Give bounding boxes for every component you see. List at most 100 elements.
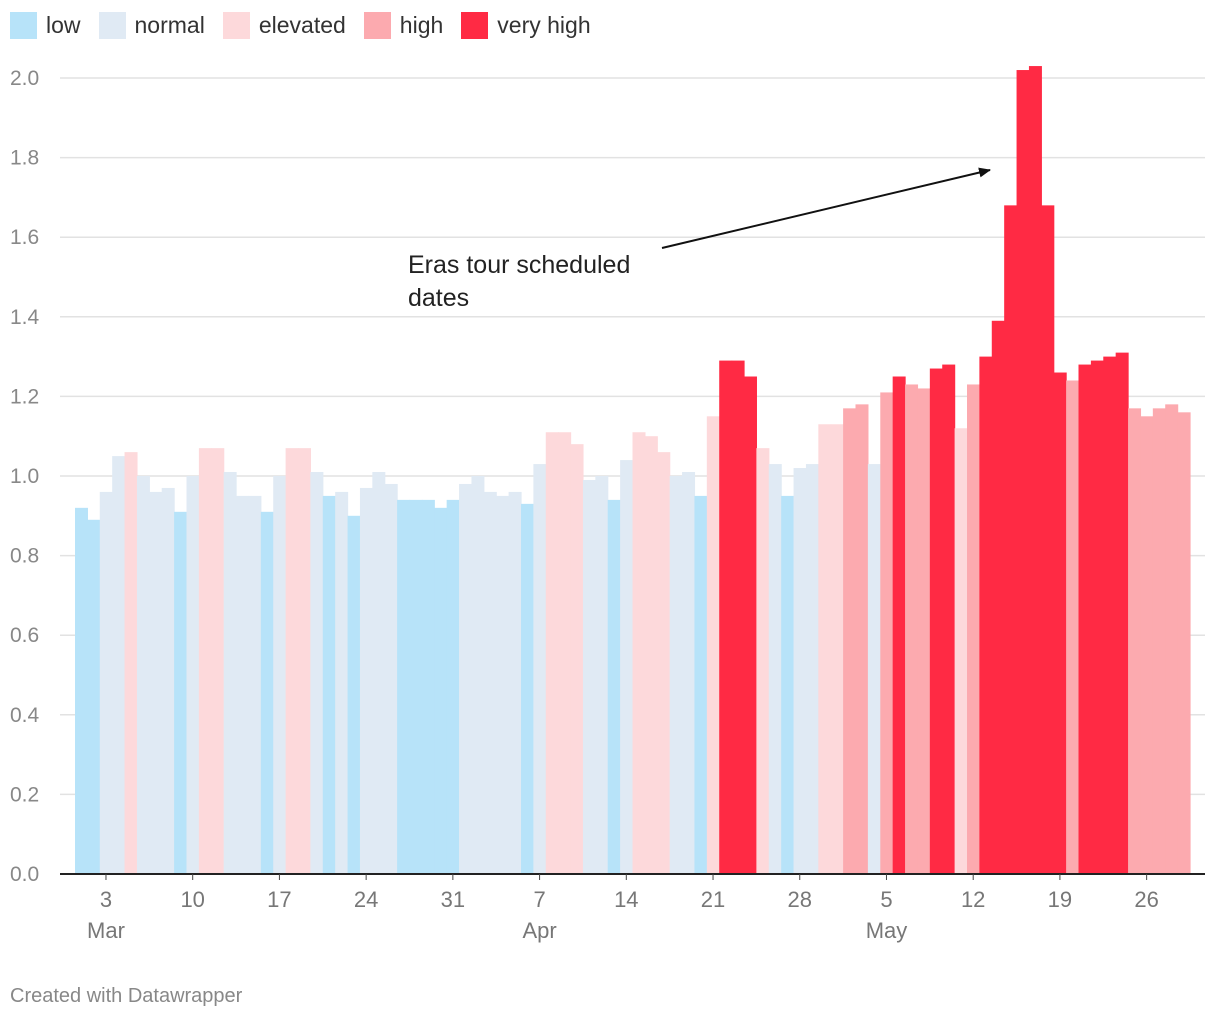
bar xyxy=(409,499,423,874)
bar xyxy=(967,384,980,874)
bar xyxy=(731,360,745,875)
bar xyxy=(1140,416,1154,874)
y-tick-label: 1.0 xyxy=(10,465,39,488)
bar xyxy=(1053,372,1067,874)
legend-label-high: high xyxy=(399,11,444,38)
bar xyxy=(174,511,188,874)
bar xyxy=(1028,66,1042,874)
y-tick-label: 1.4 xyxy=(10,306,40,329)
y-tick-label: 0.0 xyxy=(10,863,39,886)
bar xyxy=(87,519,101,874)
bar xyxy=(706,416,720,874)
x-tick-label: 26 xyxy=(1134,887,1158,912)
annotation-arrow xyxy=(661,167,991,249)
bar xyxy=(459,483,473,874)
bar xyxy=(793,468,807,874)
legend-label-low: low xyxy=(46,11,81,38)
footer-credit: Created with Datawrapper xyxy=(10,985,243,1007)
legend-swatch-low xyxy=(10,11,37,39)
bar xyxy=(781,495,795,874)
x-month-label: Apr xyxy=(522,918,556,943)
bar xyxy=(843,408,857,874)
bar xyxy=(1041,205,1055,875)
x-tick-label: 24 xyxy=(354,887,378,912)
annotation: Eras tour scheduled dates xyxy=(408,167,991,312)
bar xyxy=(1128,408,1142,874)
bar xyxy=(434,507,448,874)
bar xyxy=(582,479,596,874)
bar xyxy=(446,499,460,874)
bar xyxy=(273,476,287,874)
bar xyxy=(880,392,894,874)
bar xyxy=(1066,380,1080,874)
bar xyxy=(508,491,522,874)
legend-swatch-high xyxy=(363,11,391,39)
annotation-text: dates xyxy=(408,284,469,312)
bar xyxy=(620,460,634,874)
bar xyxy=(99,491,113,874)
bar xyxy=(421,499,435,874)
x-tick-label: 3 xyxy=(100,887,112,912)
bar xyxy=(471,476,485,874)
bar xyxy=(682,472,696,874)
bar xyxy=(657,452,671,874)
bar xyxy=(818,424,832,874)
bar xyxy=(991,320,1005,874)
legend-label-very-high: very high xyxy=(497,11,591,38)
legend-label-normal: normal xyxy=(134,11,205,38)
bar xyxy=(248,495,262,874)
x-tick-label: 31 xyxy=(441,887,465,912)
bar xyxy=(1115,352,1129,874)
x-tick-label: 19 xyxy=(1048,887,1072,912)
bar xyxy=(223,472,237,874)
bar xyxy=(892,376,906,874)
legend-item-very-high: very high xyxy=(461,11,591,39)
bar xyxy=(867,464,881,874)
legend-item-normal: normal xyxy=(98,11,205,39)
bar xyxy=(830,424,844,874)
bar xyxy=(855,404,869,874)
x-tick-label: 21 xyxy=(701,887,725,912)
bar xyxy=(1165,404,1179,874)
bar xyxy=(545,432,559,874)
bar xyxy=(607,499,621,874)
bar xyxy=(236,495,250,874)
bar xyxy=(149,491,163,874)
bar xyxy=(347,515,361,874)
legend-item-high: high xyxy=(363,11,444,39)
y-tick-label: 0.4 xyxy=(10,704,40,727)
bar xyxy=(694,495,708,874)
bar xyxy=(1078,364,1092,874)
x-tick-label: 28 xyxy=(788,887,812,912)
bar xyxy=(372,472,386,874)
legend: low normal elevated high very high xyxy=(10,10,609,40)
bar xyxy=(75,507,88,874)
bar xyxy=(483,491,497,874)
bar xyxy=(1103,356,1117,875)
bar xyxy=(310,472,324,874)
y-tick-label: 0.8 xyxy=(10,545,39,568)
x-tick-label: 17 xyxy=(267,887,291,912)
axes: 3 Mar 10 17 24 31 7 Apr 14 21 28 5 May 12 19 26 xyxy=(60,873,1205,943)
bar xyxy=(570,444,584,874)
bar xyxy=(744,376,757,874)
bar xyxy=(521,503,534,874)
bar xyxy=(929,368,943,874)
x-tick-label: 7 xyxy=(533,887,545,912)
bars xyxy=(75,66,1191,875)
y-tick-label: 1.2 xyxy=(10,385,39,408)
bar xyxy=(397,499,411,874)
bar xyxy=(335,491,349,874)
legend-swatch-very-high xyxy=(461,11,489,39)
bar xyxy=(595,476,609,874)
bar xyxy=(198,448,212,874)
bar xyxy=(533,464,547,874)
bar xyxy=(905,384,919,874)
bar xyxy=(1004,205,1018,875)
bar xyxy=(644,436,658,874)
legend-label-elevated: elevated xyxy=(258,11,346,38)
bar xyxy=(756,448,770,874)
annotation-text: Eras tour scheduled xyxy=(408,251,630,279)
bar xyxy=(384,483,398,874)
bar xyxy=(942,364,956,874)
